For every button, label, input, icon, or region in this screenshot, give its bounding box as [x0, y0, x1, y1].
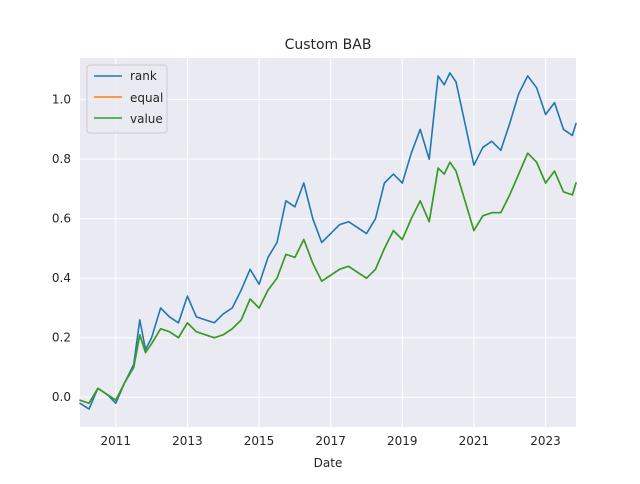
- y-axis-ticks: 0.0 0.2 0.4 0.6 0.8 1.0: [52, 93, 71, 405]
- y-tick-label: 0.4: [52, 271, 71, 285]
- x-axis-label: Date: [314, 456, 343, 470]
- grid-lines: [80, 58, 576, 427]
- y-tick-label: 1.0: [52, 93, 71, 107]
- series-line-value: [79, 152, 577, 405]
- x-tick-label: 2019: [387, 434, 418, 448]
- legend: rank equal value: [86, 64, 168, 134]
- y-tick-label: 0.8: [52, 152, 71, 166]
- x-axis-ticks: 2011 2013 2015 2017 2019 2021 2023: [101, 434, 561, 448]
- legend-label-equal: equal: [130, 91, 163, 105]
- x-tick-label: 2013: [172, 434, 203, 448]
- x-tick-label: 2023: [530, 434, 561, 448]
- chart-title: Custom BAB: [285, 37, 372, 53]
- legend-label-value: value: [130, 112, 163, 126]
- x-tick-label: 2021: [459, 434, 490, 448]
- series-line-rank: [79, 72, 577, 410]
- x-tick-label: 2017: [315, 434, 346, 448]
- y-tick-label: 0.0: [52, 390, 71, 404]
- y-tick-label: 0.2: [52, 331, 71, 345]
- series-layer: [79, 72, 577, 410]
- legend-box: [86, 64, 168, 134]
- x-tick-label: 2015: [244, 434, 275, 448]
- y-tick-label: 0.6: [52, 212, 71, 226]
- legend-label-rank: rank: [130, 69, 157, 83]
- x-tick-label: 2011: [101, 434, 132, 448]
